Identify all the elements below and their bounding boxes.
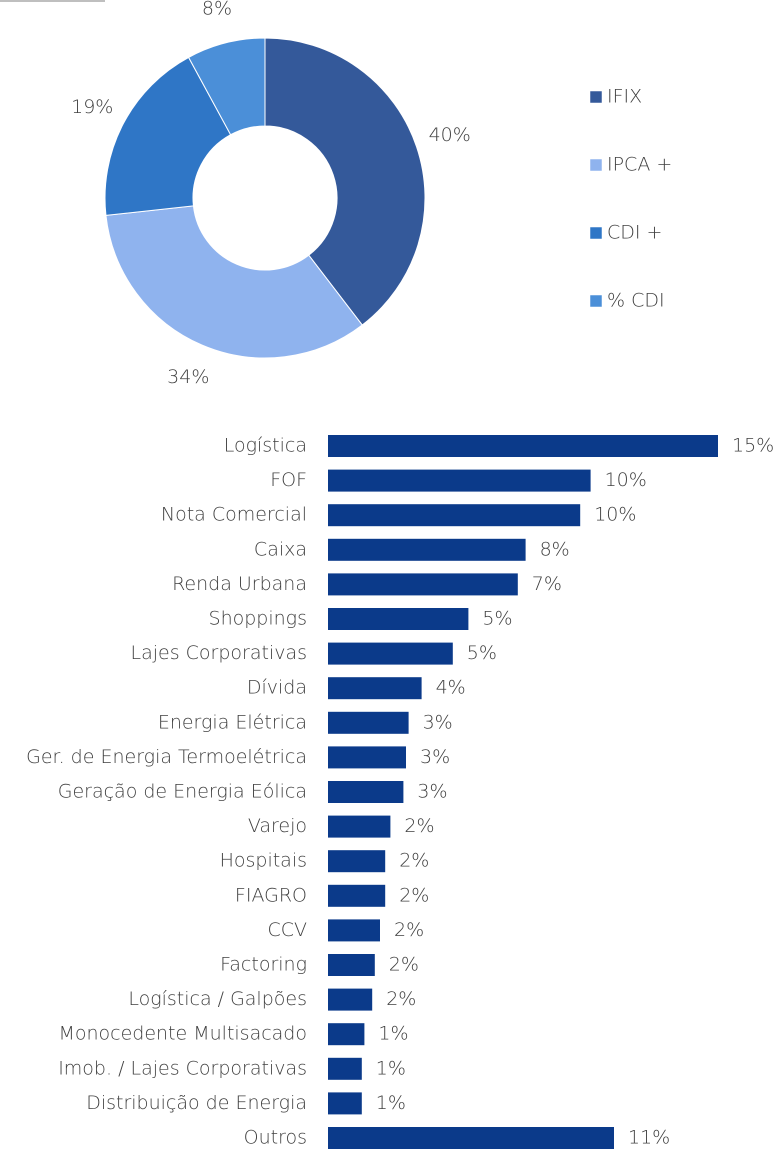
legend-label: IFIX: [607, 86, 642, 108]
bar: [328, 919, 380, 942]
category-label: FIAGRO: [235, 884, 307, 906]
bar: [328, 504, 581, 527]
data-label: 8%: [540, 538, 570, 560]
data-label: 10%: [594, 504, 636, 526]
category-label: Logística: [224, 435, 307, 457]
category-label: Geração de Energia Eólica: [58, 781, 307, 803]
category-label: Nota Comercial: [161, 504, 307, 526]
data-label: 7%: [532, 573, 562, 595]
category-label: Monocedente Multisacado: [58, 1023, 307, 1045]
data-label: 5%: [467, 642, 497, 664]
donut-slice: [264, 37, 426, 326]
data-label: 4%: [436, 677, 466, 699]
bar: [328, 642, 453, 665]
category-label: Energia Elétrica: [158, 711, 307, 733]
legend-label: CDI +: [607, 222, 662, 244]
data-label: 2%: [389, 954, 419, 976]
bar: [328, 1023, 365, 1046]
bar: [328, 538, 526, 561]
category-label: Renda Urbana: [172, 573, 307, 595]
data-label: 40%: [429, 124, 471, 146]
data-label: 2%: [394, 919, 424, 941]
data-label: 11%: [628, 1127, 670, 1149]
category-label: Outros: [244, 1127, 307, 1149]
bar: [328, 711, 409, 734]
bar: [328, 746, 406, 769]
bar: [328, 815, 391, 838]
data-label: 3%: [423, 711, 453, 733]
legend-label: IPCA +: [607, 154, 672, 176]
category-label: FOF: [270, 469, 307, 491]
bar: [328, 608, 469, 630]
data-label: 2%: [404, 815, 434, 837]
category-label: Caixa: [254, 538, 307, 560]
bar: [328, 988, 373, 1011]
legend-swatch: [589, 226, 603, 240]
donut-slice: [187, 37, 266, 136]
legend-label: % CDI: [607, 290, 665, 312]
category-label: Shoppings: [209, 608, 307, 630]
legend-swatch: [589, 158, 603, 172]
legend-swatch: [589, 90, 603, 104]
bar: [328, 677, 422, 700]
data-label: 15%: [732, 435, 774, 457]
data-label: 1%: [376, 1057, 406, 1079]
data-label: 34%: [167, 366, 209, 388]
bar: [328, 1127, 614, 1149]
category-label: Logística / Galpões: [128, 988, 307, 1010]
data-label: 3%: [417, 781, 447, 803]
data-label: 2%: [399, 884, 429, 906]
data-label: 19%: [71, 96, 113, 118]
category-label: Factoring: [220, 954, 307, 976]
data-label: 3%: [420, 746, 450, 768]
bar: [328, 954, 375, 976]
category-label: Dívida: [247, 677, 307, 699]
bar: [328, 573, 518, 596]
category-label: CCV: [267, 919, 307, 941]
category-label: Hospitais: [220, 850, 307, 872]
data-label: 5%: [482, 608, 512, 630]
bar: [328, 435, 718, 457]
data-label: 10%: [605, 469, 647, 491]
donut-slice: [104, 56, 232, 216]
legend-swatch: [589, 294, 603, 308]
data-label: 2%: [386, 988, 416, 1010]
category-label: Varejo: [248, 815, 307, 837]
bar: [328, 1057, 362, 1080]
data-label: 1%: [378, 1023, 408, 1045]
category-label: Ger. de Energia Termoelétrica: [26, 746, 307, 768]
data-label: 8%: [202, 0, 232, 20]
bar: [328, 1092, 362, 1115]
category-label: Lajes Corporativas: [131, 642, 308, 664]
category-label: Imob. / Lajes Corporativas: [58, 1057, 307, 1079]
donut-slice: [105, 205, 363, 359]
bar: [328, 850, 386, 873]
data-label: 1%: [376, 1092, 406, 1114]
bar: [328, 469, 591, 492]
data-label: 2%: [399, 850, 429, 872]
category-label: Distribuição de Energia: [86, 1092, 307, 1114]
bar: [328, 884, 386, 907]
bar: [328, 781, 404, 803]
